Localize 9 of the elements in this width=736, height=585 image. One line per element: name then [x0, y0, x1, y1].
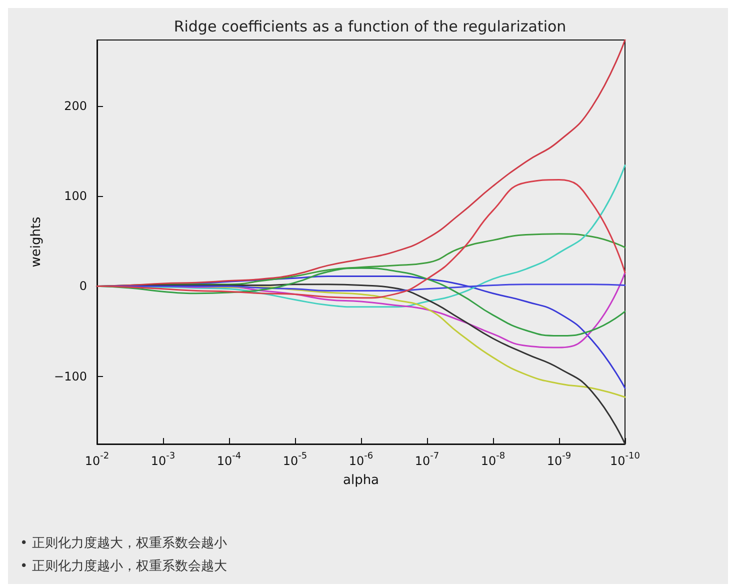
x-axis-title: alpha	[342, 473, 380, 488]
text: • 正则化力度越小，权重系数会越大	[20, 558, 228, 576]
y-axis-title: weights	[29, 216, 44, 268]
y-tick-label: 0	[79, 279, 87, 294]
y-tick-label: −100	[54, 369, 87, 384]
chart-title: Ridge coefficients as a function of the regularization	[174, 18, 566, 36]
y-tick-label: 200	[64, 98, 87, 113]
text: • 正则化力度越大，权重系数会越小	[20, 535, 228, 553]
y-tick-label: 100	[64, 189, 87, 204]
